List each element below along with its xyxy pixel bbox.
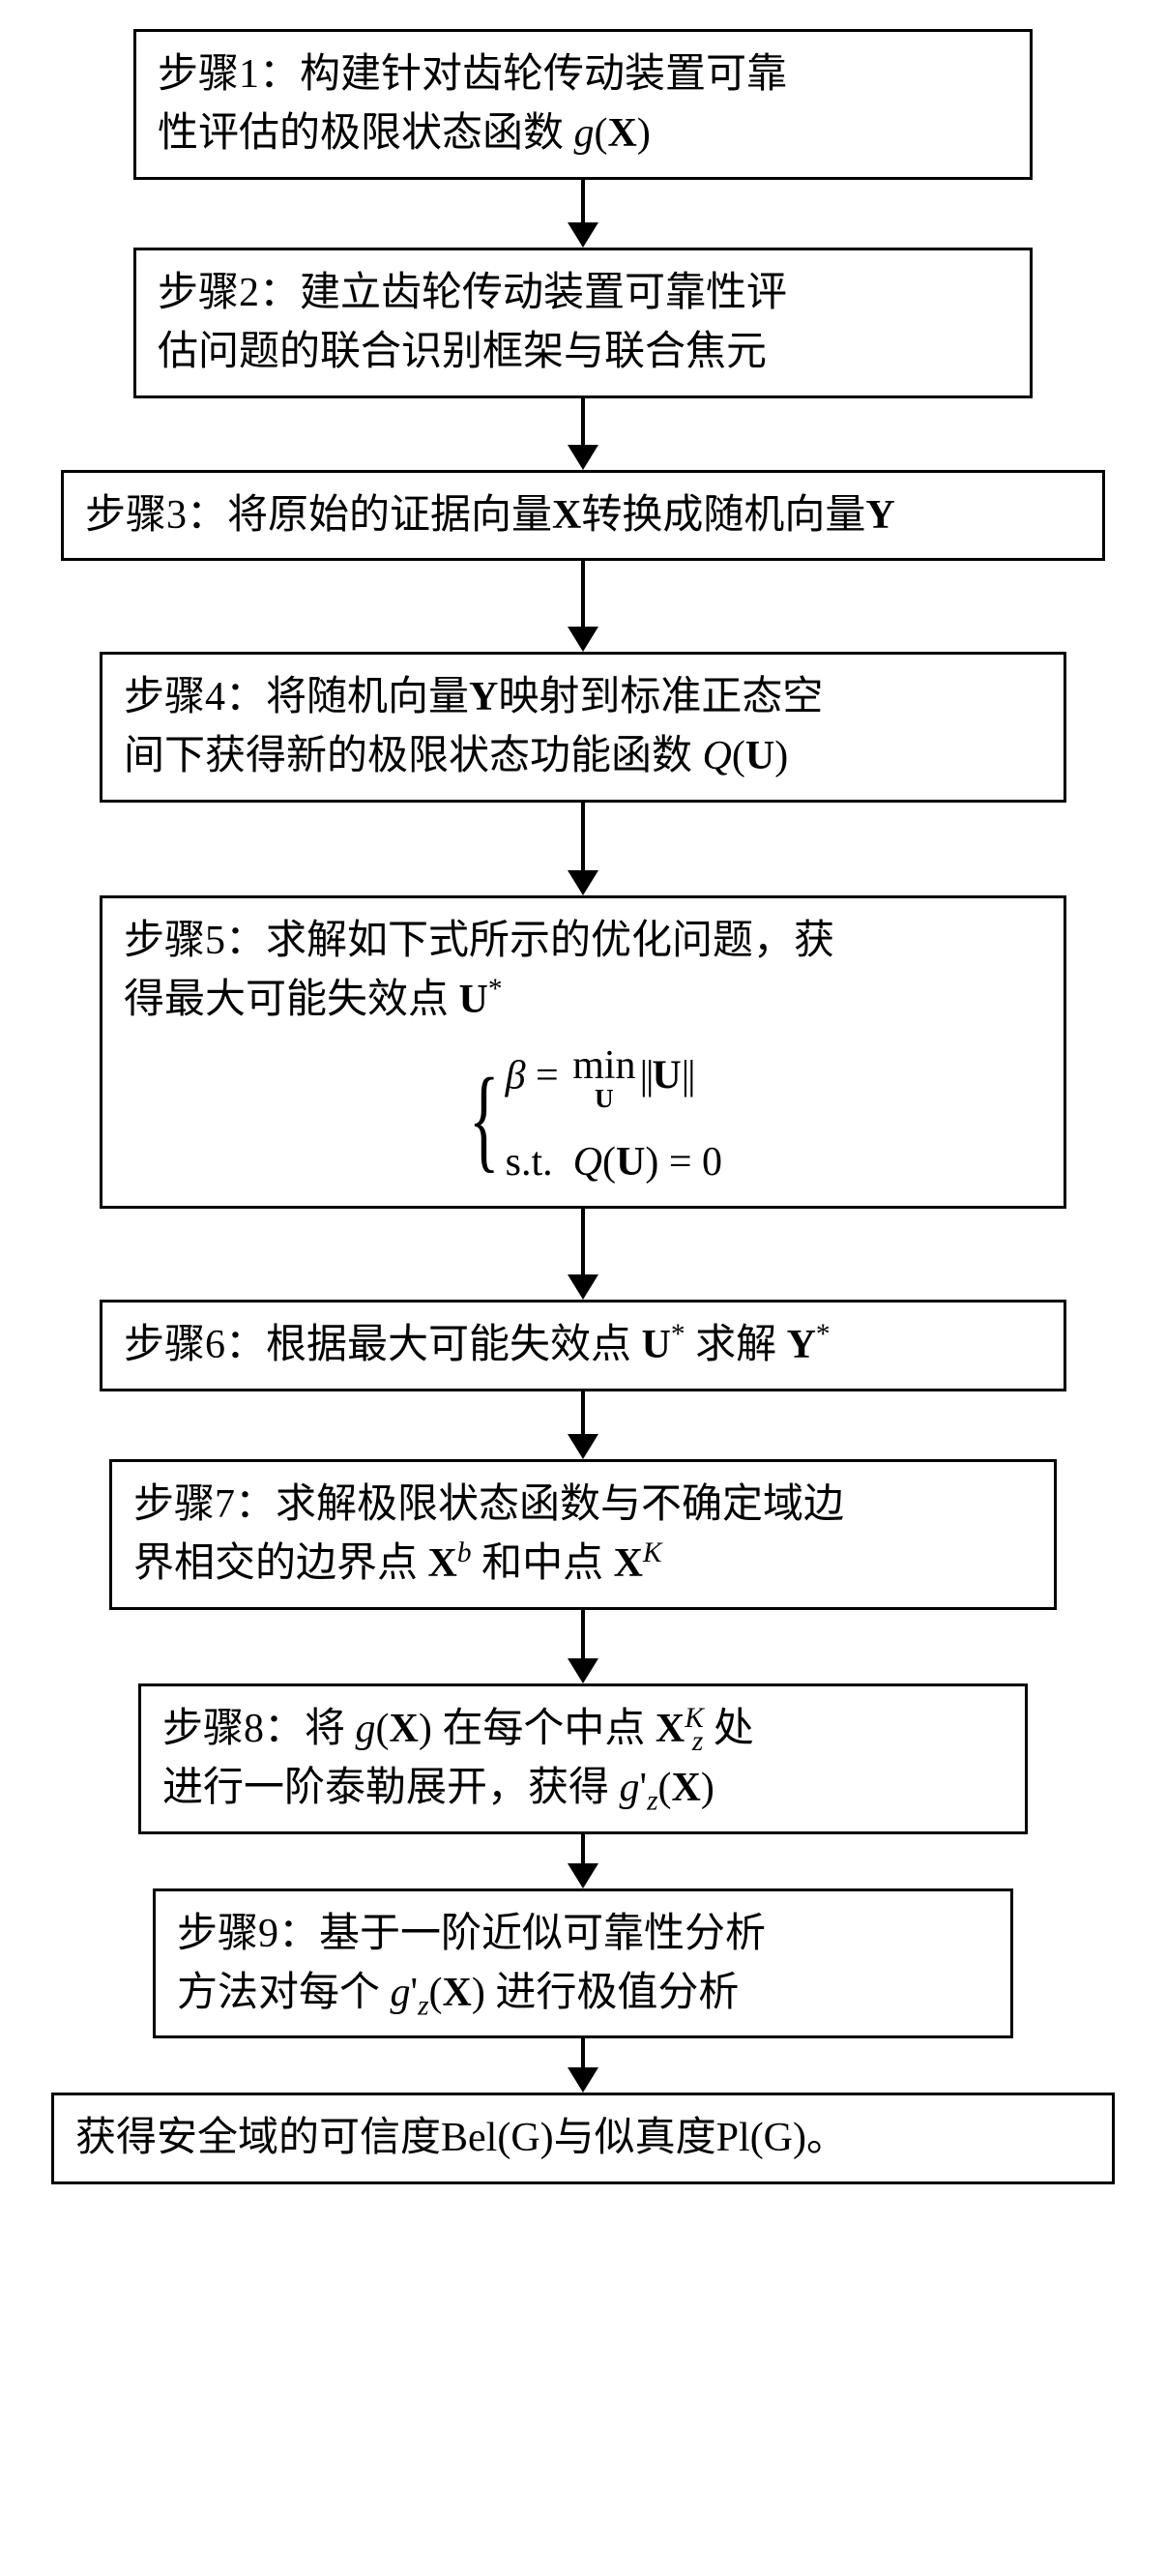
flow-box-step2: 步骤2：建立齿轮传动装置可靠性评估问题的联合识别框架与联合焦元 bbox=[133, 248, 1033, 398]
flow-box-step3: 步骤3：将原始的证据向量X转换成随机向量Y bbox=[61, 470, 1105, 562]
box-line: 性评估的极限状态函数 g(X) bbox=[158, 104, 1008, 163]
flow-box-step7: 步骤7：求解极限状态函数与不确定域边界相交的边界点 Xb 和中点 XK bbox=[109, 1459, 1057, 1610]
box-line: 进行一阶泰勒展开，获得 g'z(X) bbox=[162, 1759, 1004, 1818]
flow-box-step5: 步骤5：求解如下式所示的优化问题，获得最大可能失效点 U*{β = minU||… bbox=[100, 895, 1066, 1209]
flow-arrow bbox=[568, 1209, 598, 1300]
flowchart: 步骤1：构建针对齿轮传动装置可靠性评估的极限状态函数 g(X) 步骤2：建立齿轮传… bbox=[22, 29, 1144, 2184]
box-line: 步骤8：将 g(X) 在每个中点 XKz 处 bbox=[162, 1700, 1004, 1759]
box-line: 得最大可能失效点 U* bbox=[124, 971, 1042, 1030]
flow-arrow bbox=[568, 561, 598, 652]
eq-row: β = minU||U|| bbox=[506, 1045, 722, 1112]
equation-block: {β = minU||U||s.t. Q(U) = 0 bbox=[124, 1045, 1042, 1192]
box-line: 步骤5：求解如下式所示的优化问题，获 bbox=[124, 912, 1042, 971]
box-line: 估问题的联合识别框架与联合焦元 bbox=[158, 323, 1008, 382]
box-line: 获得安全域的可信度Bel(G)与似真度Pl(G)。 bbox=[75, 2109, 1091, 2168]
box-line: 步骤1：构建针对齿轮传动装置可靠 bbox=[158, 45, 1008, 104]
flow-box-step4: 步骤4：将随机向量Y映射到标准正态空间下获得新的极限状态功能函数 Q(U) bbox=[100, 652, 1066, 803]
box-line: 步骤4：将随机向量Y映射到标准正态空 bbox=[124, 668, 1042, 727]
box-line: 步骤2：建立齿轮传动装置可靠性评 bbox=[158, 264, 1008, 323]
flow-arrow bbox=[568, 803, 598, 895]
flow-box-step6: 步骤6：根据最大可能失效点 U* 求解 Y* bbox=[100, 1300, 1066, 1391]
flow-arrow bbox=[568, 398, 598, 470]
box-line: 界相交的边界点 Xb 和中点 XK bbox=[133, 1535, 1033, 1594]
box-line: 间下获得新的极限状态功能函数 Q(U) bbox=[124, 727, 1042, 786]
flow-box-step8: 步骤8：将 g(X) 在每个中点 XKz 处进行一阶泰勒展开，获得 g'z(X) bbox=[138, 1683, 1028, 1834]
flow-arrow bbox=[568, 2038, 598, 2093]
flow-arrow bbox=[568, 1834, 598, 1888]
eq-row: s.t. Q(U) = 0 bbox=[506, 1133, 722, 1192]
box-line: 步骤9：基于一阶近似可靠性分析 bbox=[177, 1905, 989, 1964]
flow-arrow bbox=[568, 1610, 598, 1683]
flow-box-step9: 步骤9：基于一阶近似可靠性分析方法对每个 g'z(X) 进行极值分析 bbox=[153, 1888, 1013, 2039]
flow-box-result: 获得安全域的可信度Bel(G)与似真度Pl(G)。 bbox=[51, 2093, 1115, 2184]
flow-arrow bbox=[568, 180, 598, 248]
box-line: 步骤3：将原始的证据向量X转换成随机向量Y bbox=[85, 486, 1081, 545]
box-line: 步骤7：求解极限状态函数与不确定域边 bbox=[133, 1476, 1033, 1535]
box-line: 方法对每个 g'z(X) 进行极值分析 bbox=[177, 1964, 989, 2023]
box-line: 步骤6：根据最大可能失效点 U* 求解 Y* bbox=[124, 1316, 1042, 1375]
flow-arrow bbox=[568, 1391, 598, 1459]
flow-box-step1: 步骤1：构建针对齿轮传动装置可靠性评估的极限状态函数 g(X) bbox=[133, 29, 1033, 180]
